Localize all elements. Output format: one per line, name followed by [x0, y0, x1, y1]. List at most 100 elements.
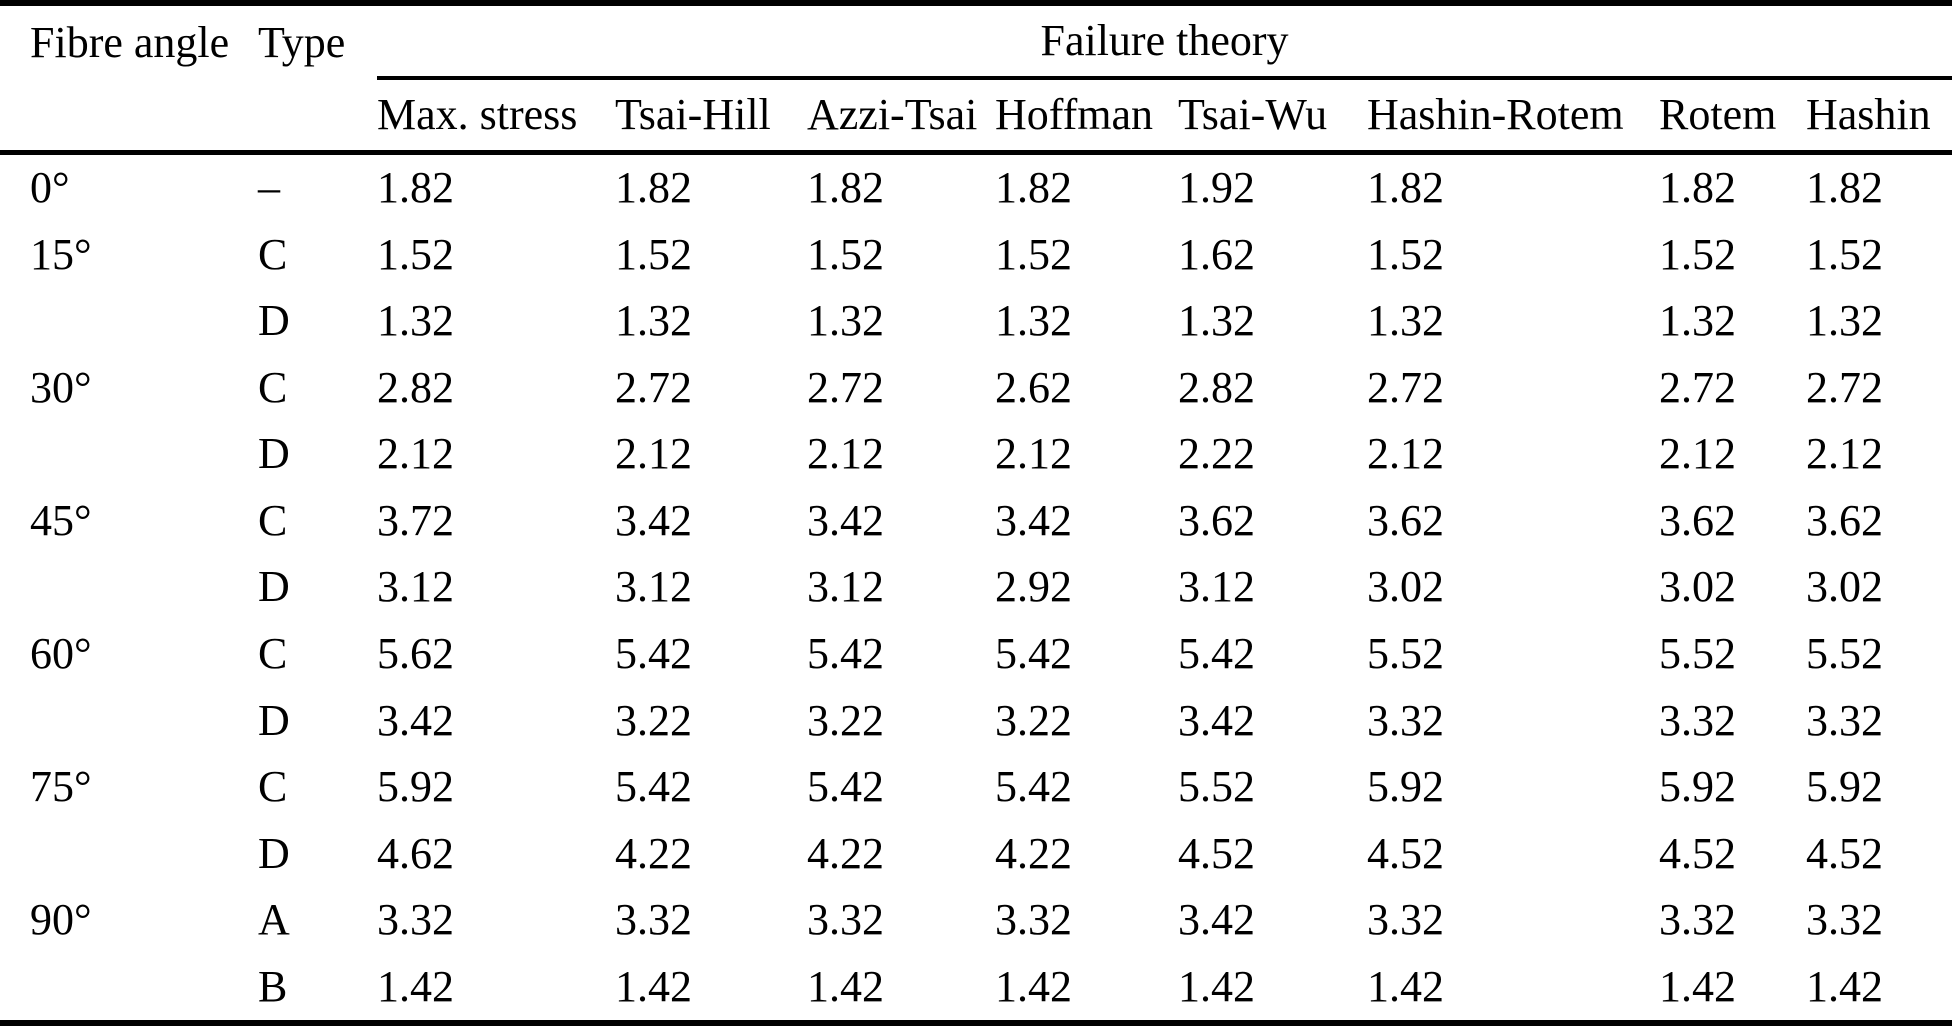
cell-value: 3.32 — [1806, 695, 1883, 745]
cell-value: 1.42 — [1178, 961, 1255, 1011]
table-body: 0° – 1.82 1.82 1.82 1.82 1.92 1.82 1.82 … — [0, 155, 1952, 1020]
cell-value: 2.12 — [807, 429, 884, 479]
cell-value: 5.92 — [1806, 762, 1883, 812]
header-rule — [0, 150, 1952, 155]
cell-type: B — [258, 961, 288, 1011]
header-theory-tsai-wu: Tsai-Wu — [1178, 90, 1328, 139]
cell-value: 3.02 — [1367, 562, 1444, 612]
cell-value: 3.62 — [1659, 495, 1736, 545]
cell-value: 3.12 — [377, 562, 454, 612]
cell-value: 1.62 — [1178, 229, 1255, 279]
table-row: 30° C 2.82 2.72 2.72 2.62 2.82 2.72 2.72… — [0, 355, 1952, 422]
cell-value: 1.52 — [807, 229, 884, 279]
cell-value: 5.42 — [807, 762, 884, 812]
cell-value: 2.12 — [1806, 429, 1883, 479]
cell-value: 5.52 — [1178, 762, 1255, 812]
table-row: D 2.12 2.12 2.12 2.12 2.22 2.12 2.12 2.1… — [0, 421, 1952, 488]
cell-value: 1.52 — [1659, 229, 1736, 279]
cell-value: 2.22 — [1178, 429, 1255, 479]
cell-type: D — [258, 429, 290, 479]
cell-value: 3.32 — [615, 895, 692, 945]
cell-value: 3.32 — [1806, 895, 1883, 945]
cell-value: 1.32 — [377, 296, 454, 346]
cell-fibre-angle: 0° — [30, 163, 70, 213]
cell-value: 3.42 — [1178, 695, 1255, 745]
cell-value: 3.62 — [1178, 495, 1255, 545]
cell-value: 3.32 — [807, 895, 884, 945]
cell-value: 1.32 — [995, 296, 1072, 346]
cell-fibre-angle: 75° — [30, 762, 92, 812]
cell-value: 2.12 — [615, 429, 692, 479]
cell-value: 5.42 — [995, 762, 1072, 812]
cell-value: 3.32 — [1659, 895, 1736, 945]
cell-value: 1.42 — [377, 961, 454, 1011]
cell-value: 3.32 — [1659, 695, 1736, 745]
cell-value: 1.82 — [1367, 163, 1444, 213]
table-row: B 1.42 1.42 1.42 1.42 1.42 1.42 1.42 1.4… — [0, 953, 1952, 1020]
cell-value: 4.52 — [1659, 828, 1736, 878]
cell-value: 4.22 — [807, 828, 884, 878]
cell-type: C — [258, 495, 288, 545]
cell-value: 1.32 — [615, 296, 692, 346]
cell-type: D — [258, 562, 290, 612]
cell-value: 1.82 — [1659, 163, 1736, 213]
header-failure-theory: Failure theory — [377, 6, 1952, 80]
cell-value: 1.82 — [1806, 163, 1883, 213]
cell-value: 5.92 — [377, 762, 454, 812]
cell-value: 4.52 — [1178, 828, 1255, 878]
table-row: 0° – 1.82 1.82 1.82 1.82 1.92 1.82 1.82 … — [0, 155, 1952, 222]
cell-value: 3.02 — [1659, 562, 1736, 612]
cell-value: 2.72 — [1806, 362, 1883, 412]
bottom-rule — [0, 1020, 1952, 1026]
cell-value: 3.42 — [377, 695, 454, 745]
cell-value: 1.42 — [1659, 961, 1736, 1011]
top-rule — [0, 0, 1952, 6]
cell-value: 3.22 — [615, 695, 692, 745]
cell-type: C — [258, 762, 288, 812]
table-row: D 4.62 4.22 4.22 4.22 4.52 4.52 4.52 4.5… — [0, 820, 1952, 887]
cell-value: 3.42 — [1178, 895, 1255, 945]
cell-value: 2.12 — [995, 429, 1072, 479]
header-theory-hashin-rotem: Hashin-Rotem — [1367, 90, 1624, 139]
cell-type: – — [258, 163, 280, 213]
table-row: D 3.12 3.12 3.12 2.92 3.12 3.02 3.02 3.0… — [0, 554, 1952, 621]
cell-value: 3.32 — [995, 895, 1072, 945]
cell-value: 2.82 — [377, 362, 454, 412]
header-type: Type — [258, 18, 346, 67]
cell-value: 2.12 — [377, 429, 454, 479]
cell-value: 1.52 — [995, 229, 1072, 279]
cell-value: 1.42 — [1367, 961, 1444, 1011]
cell-value: 2.82 — [1178, 362, 1255, 412]
cell-value: 1.52 — [615, 229, 692, 279]
cell-value: 1.32 — [1806, 296, 1883, 346]
cell-value: 3.12 — [807, 562, 884, 612]
cell-fibre-angle: 30° — [30, 362, 92, 412]
cell-value: 1.82 — [377, 163, 454, 213]
table-row: 45° C 3.72 3.42 3.42 3.42 3.62 3.62 3.62… — [0, 488, 1952, 555]
cell-value: 3.02 — [1806, 562, 1883, 612]
cell-value: 1.32 — [1659, 296, 1736, 346]
header-row-group: Fibre angle Type Failure theory — [0, 6, 1952, 80]
cell-value: 5.42 — [995, 628, 1072, 678]
cell-value: 4.62 — [377, 828, 454, 878]
cell-value: 2.12 — [1367, 429, 1444, 479]
cell-value: 3.42 — [807, 495, 884, 545]
cell-value: 3.12 — [615, 562, 692, 612]
cell-value: 5.52 — [1659, 628, 1736, 678]
cell-value: 5.42 — [1178, 628, 1255, 678]
cell-value: 1.42 — [807, 961, 884, 1011]
header-theory-tsai-hill: Tsai-Hill — [615, 90, 771, 139]
header-fibre-angle: Fibre angle — [30, 18, 230, 67]
cell-value: 2.92 — [995, 562, 1072, 612]
cell-value: 2.72 — [1659, 362, 1736, 412]
cell-type: C — [258, 362, 288, 412]
table-row: 15° C 1.52 1.52 1.52 1.52 1.62 1.52 1.52… — [0, 222, 1952, 289]
cell-value: 1.82 — [807, 163, 884, 213]
cell-value: 3.72 — [377, 495, 454, 545]
header-theory-hashin: Hashin — [1806, 90, 1931, 139]
cell-fibre-angle: 15° — [30, 229, 92, 279]
cell-value: 1.32 — [807, 296, 884, 346]
cell-value: 4.52 — [1806, 828, 1883, 878]
cell-type: D — [258, 695, 290, 745]
cell-value: 3.32 — [1367, 895, 1444, 945]
